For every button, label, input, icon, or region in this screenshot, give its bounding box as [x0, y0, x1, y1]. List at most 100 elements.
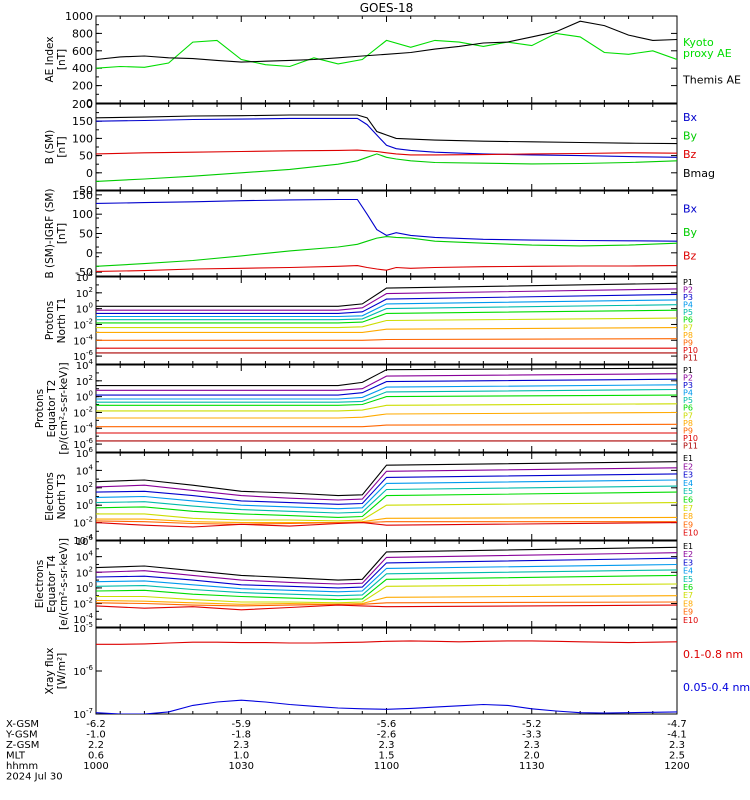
y-tick-label: 102 [76, 286, 93, 300]
legend-label: Bz [683, 249, 697, 262]
y-tick-label: 150 [72, 189, 93, 202]
panel-2: -50 0 50 100 150 200 B (SM) [nT] Bx By Bz Bmag [44, 98, 715, 197]
x-row-value: -4.1 [667, 730, 687, 741]
x-row-value: 1100 [374, 761, 399, 772]
legend-label: E6 [683, 496, 693, 505]
x-row-value: -2.6 [377, 730, 397, 741]
series-line-e5 [96, 569, 677, 597]
y-tick-label: 10-4 [73, 533, 93, 547]
series-line-e5 [96, 485, 677, 514]
x-row-value: -4.7 [667, 719, 687, 730]
legend-label: P5 [683, 308, 693, 317]
series-line-e10 [96, 604, 677, 611]
legend-label: P7 [683, 323, 693, 332]
x-row-value: -1.0 [86, 730, 106, 741]
legend-label: E3 [683, 558, 693, 567]
y-tick-label: 1000 [65, 10, 93, 23]
legend-label: E3 [683, 471, 693, 480]
series-line-e2 [96, 552, 677, 585]
series-line-e9 [96, 520, 677, 525]
series-line-e9 [96, 601, 677, 607]
legend-label: E1 [683, 542, 693, 551]
y-axis-title: [nT] [56, 49, 68, 70]
series-line-e3 [96, 473, 677, 505]
series-line-kyoto-proxy-ae [96, 32, 677, 69]
legend-label: P2 [683, 286, 693, 295]
legend-label: E9 [683, 520, 693, 529]
y-tick-label: 50 [79, 228, 93, 241]
series-line-p8 [96, 411, 677, 419]
x-row-value: 2.5 [669, 751, 685, 762]
legend-label: P9 [683, 426, 693, 435]
series-line-e8 [96, 595, 677, 605]
y-tick-label: 100 [72, 208, 93, 221]
series-line-p1 [96, 367, 677, 387]
y-axis-title: [p/(cm²-s-sr-keV)] [58, 362, 70, 454]
legend-label: E2 [683, 462, 693, 471]
series-line-e10 [96, 522, 677, 528]
legend-label: Bx [683, 202, 698, 215]
y-tick-label: 100 [72, 132, 93, 145]
y-tick-label: 10-2 [73, 516, 93, 530]
y-tick-label: 600 [72, 45, 93, 58]
legend-label: P3 [683, 381, 693, 390]
y-tick-label: 10-4 [73, 612, 93, 626]
series-line-bz [96, 149, 677, 156]
y-axis-title: Electrons [34, 560, 46, 609]
legend-label: E1 [683, 454, 693, 463]
series-line-p9 [96, 338, 677, 341]
legend-label: E4 [683, 567, 693, 576]
legend-label: E10 [683, 616, 698, 625]
legend-label: E5 [683, 487, 693, 496]
x-row-value: 1000 [83, 761, 108, 772]
legend-label: E2 [683, 550, 693, 559]
x-row-value: 2.3 [524, 740, 540, 751]
legend-label: E7 [683, 504, 693, 513]
legend-label: E4 [683, 479, 693, 488]
legend-label: P6 [683, 316, 693, 325]
legend-label: P4 [683, 301, 693, 310]
series-line-p3 [96, 293, 677, 314]
y-axis-title: [W/m²] [56, 653, 68, 690]
y-tick-label: 10-6 [73, 664, 93, 678]
y-tick-label: 10-2 [73, 597, 93, 611]
x-row-value: 1130 [519, 761, 544, 772]
y-tick-label: 400 [72, 62, 93, 75]
y-tick-label: 102 [76, 374, 93, 388]
legend-label: E8 [683, 599, 693, 608]
series-line-e8 [96, 516, 677, 524]
y-tick-label: 104 [76, 270, 94, 284]
series-line-p7 [96, 317, 677, 329]
series-line-e1 [96, 546, 677, 581]
legend-label: P11 [683, 441, 698, 450]
series-line-e7 [96, 502, 677, 522]
x-row-value: -5.6 [377, 719, 397, 730]
legend-label: P1 [683, 366, 693, 375]
y-tick-label: 100 [76, 581, 93, 595]
y-axis-title: B (SM)-IGRF (SM) [44, 188, 56, 278]
y-axis-title: Xray flux [44, 648, 56, 695]
x-row-value: 1.0 [233, 751, 249, 762]
y-tick-label: 10-2 [73, 317, 93, 331]
legend-label: Themis AE [682, 74, 741, 87]
x-row-label: Z-GSM [6, 740, 39, 751]
legend-label: E10 [683, 529, 698, 538]
x-row-value: 0.6 [88, 751, 104, 762]
y-tick-label: 10-4 [73, 333, 93, 347]
panel-8: 10-7 10-6 10-5 Xray flux [W/m²] 0.1-0.8 nm 0.0… [44, 621, 750, 721]
y-tick-label: 10-6 [73, 349, 93, 363]
y-axis-title: AE Index [44, 36, 56, 82]
y-tick-label: 200 [72, 98, 93, 111]
y-tick-label: -50 [75, 266, 93, 279]
panel-frame [95, 15, 678, 104]
x-row-value: -3.3 [522, 730, 542, 741]
x-row-value: 1.5 [379, 751, 395, 762]
series-line-bmag [96, 114, 677, 145]
legend-label: E6 [683, 583, 693, 592]
x-row-value: -1.8 [231, 730, 251, 741]
x-row-value: 1200 [664, 761, 689, 772]
series-line-e6 [96, 491, 677, 518]
